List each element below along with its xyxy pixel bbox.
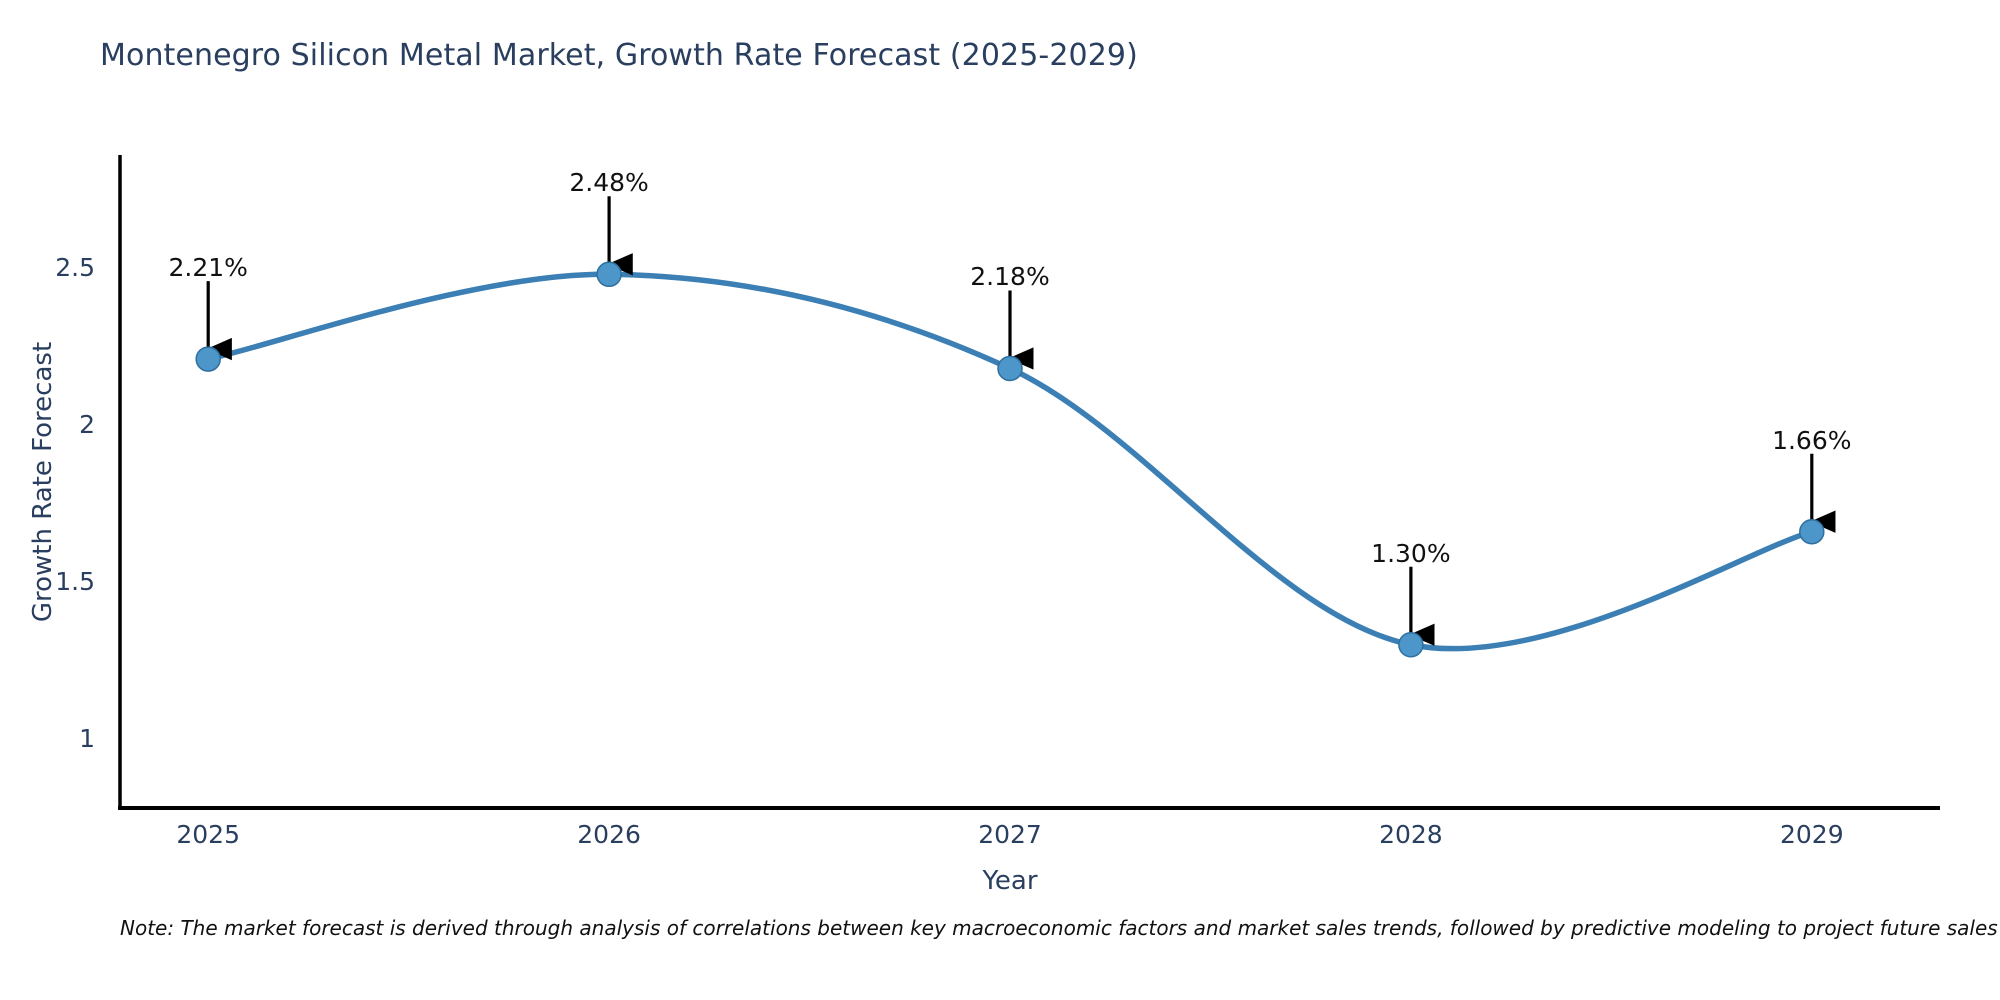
x-tick-label-2026: 2026 bbox=[577, 820, 641, 849]
data-point-marker[interactable] bbox=[1799, 518, 1825, 545]
data-label-2026: 2.48% bbox=[569, 168, 649, 198]
data-point-marker[interactable] bbox=[596, 261, 622, 288]
data-point-marker[interactable] bbox=[1398, 632, 1424, 658]
data-point-marker[interactable] bbox=[195, 346, 221, 372]
data-label-2028: 1.30% bbox=[1371, 538, 1451, 568]
data-label-2027: 2.18% bbox=[970, 262, 1050, 292]
x-tick-label-2029: 2029 bbox=[1779, 820, 1844, 849]
data-label-2029: 1.66% bbox=[1772, 425, 1852, 455]
y-tick-label: 1.5 bbox=[55, 566, 95, 596]
y-tick-label: 2.5 bbox=[55, 253, 95, 283]
x-tick-label-2025: 2025 bbox=[176, 820, 240, 849]
annotation-arrows bbox=[206, 196, 1836, 646]
data-point-marker[interactable] bbox=[997, 355, 1023, 382]
axis-spines bbox=[118, 155, 1940, 810]
y-tick-label: 2 bbox=[79, 409, 95, 439]
y-tick-label: 1 bbox=[79, 723, 95, 753]
page-title: Montenegro Silicon Metal Market, Growth … bbox=[100, 38, 1138, 73]
x-tick-label-2027: 2027 bbox=[978, 820, 1042, 849]
x-axis-title: Year bbox=[0, 866, 2000, 896]
data-markers bbox=[195, 261, 1825, 658]
x-tick-label-2028: 2028 bbox=[1379, 820, 1443, 849]
data-label-2025: 2.21% bbox=[168, 253, 248, 283]
footnote: Note: The market forecast is derived thr… bbox=[120, 916, 1998, 940]
x-axis-title-text: Year bbox=[982, 866, 1038, 896]
